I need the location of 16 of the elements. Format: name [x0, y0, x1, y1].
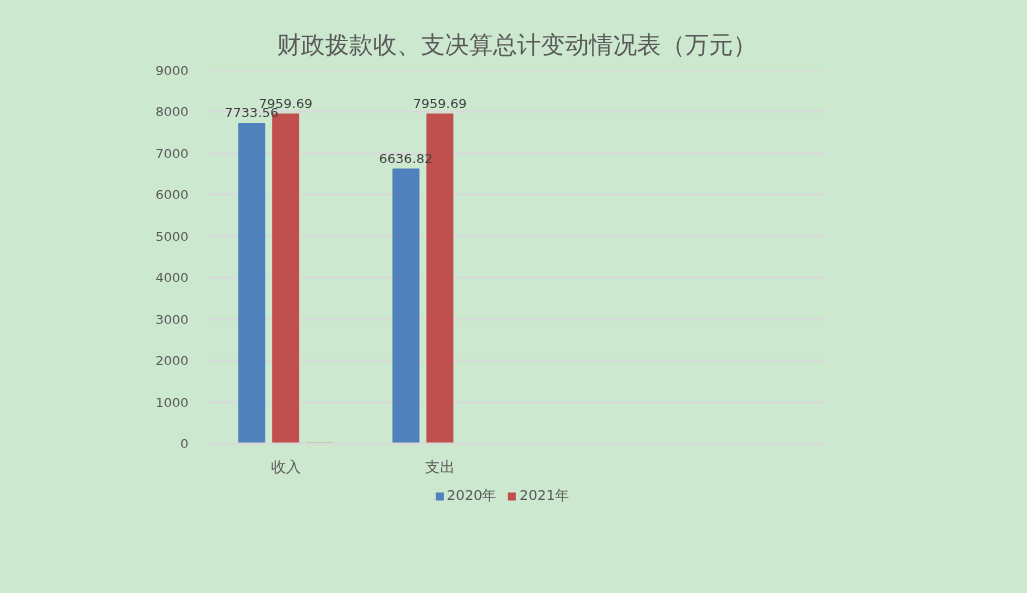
data-label: 7959.69	[413, 96, 467, 112]
y-tick-label: 4000	[155, 270, 189, 286]
y-tick-label: 9000	[155, 63, 189, 78]
y-tick-label: 2000	[155, 353, 189, 369]
x-tick-label: 收入	[270, 457, 301, 476]
y-tick-label: 8000	[155, 104, 189, 120]
legend-label: 2021年	[519, 487, 570, 505]
y-tick-label: 1000	[155, 394, 189, 410]
y-tick-label: 0	[180, 436, 189, 451]
y-tick-label: 5000	[155, 228, 189, 244]
y-tick-label: 3000	[155, 311, 189, 327]
y-tick-label: 7000	[155, 145, 189, 161]
y-tick-label: 6000	[155, 187, 189, 203]
chart-title: 财政拨款收、支决算总计变动情况表（万元）	[277, 30, 757, 59]
legend-label: 2020年	[446, 487, 497, 505]
x-tick-label: 支出	[424, 457, 455, 476]
